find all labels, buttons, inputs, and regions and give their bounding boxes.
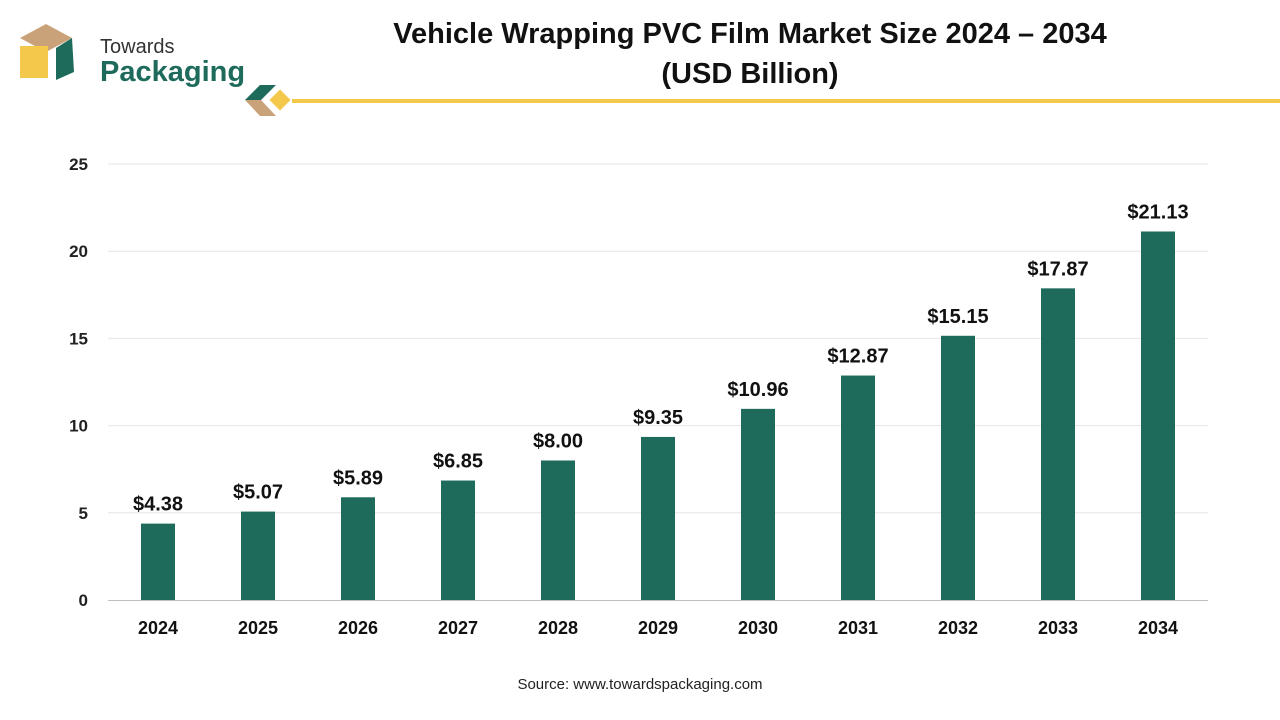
brand-logo: Towards Packaging [16,16,256,88]
chart-title-line1: Vehicle Wrapping PVC Film Market Size 20… [393,18,1107,50]
chart-title-line2: (USD Billion) [661,58,839,90]
x-tick-label: 2029 [638,618,678,638]
bars [141,231,1175,600]
divider-line [292,99,1280,103]
y-axis-ticks: 0 5 10 15 20 25 [69,155,88,610]
x-tick-label: 2034 [1138,618,1178,638]
value-label: $6.85 [433,451,483,473]
value-label: $4.38 [133,494,183,516]
brand-name-line1: Towards [100,36,175,58]
bar-2030 [741,408,775,600]
bar-2024 [141,523,175,600]
value-label: $17.87 [1027,258,1088,280]
value-label: $12.87 [827,346,888,368]
y-tick-label: 20 [69,242,88,261]
value-label: $5.07 [233,482,283,504]
x-tick-label: 2032 [938,618,978,638]
y-tick-label: 15 [69,329,88,348]
brand-name-line2: Packaging [100,56,246,88]
x-tick-label: 2025 [238,618,278,638]
value-label: $9.35 [633,407,683,429]
x-tick-label: 2031 [838,618,878,638]
chart-title: Vehicle Wrapping PVC Film Market Size 20… [300,14,1200,94]
divider-diamond-dark [245,85,276,100]
x-tick-label: 2024 [138,618,178,638]
x-tick-label: 2027 [438,618,478,638]
grid-lines [108,163,1208,514]
y-tick-label: 25 [69,155,88,174]
y-tick-label: 5 [79,504,88,523]
x-axis-ticks: 2024 2025 2026 2027 2028 2029 2030 2031 2032 2033… [138,618,1178,638]
value-label: $21.13 [1127,201,1188,223]
bar-2034 [1141,231,1175,600]
bar-2032 [941,335,975,600]
title-divider [245,85,1280,116]
x-tick-label: 2028 [538,618,578,638]
bar-2028 [541,460,575,600]
x-tick-label: 2026 [338,618,378,638]
divider-diamond-yellow [266,86,294,114]
value-label: $8.00 [533,430,583,452]
x-tick-label: 2033 [1038,618,1078,638]
y-tick-label: 10 [69,417,88,436]
y-tick-label: 0 [79,591,88,610]
bar-2033 [1041,288,1075,600]
x-tick-label: 2030 [738,618,778,638]
value-label: $15.15 [927,306,988,328]
divider-diamond-tan [245,100,276,116]
bar-2029 [641,436,675,600]
value-label: $10.96 [727,379,788,401]
bar-2027 [441,480,475,600]
box-logo-icon [20,24,74,80]
bar-2031 [841,375,875,600]
value-labels: $4.38 $5.07 $5.89 $6.85 $8.00 $9.35 $10.96 $12.… [133,201,1189,515]
bar-2026 [341,497,375,600]
bar-2025 [241,511,275,600]
value-label: $5.89 [333,467,383,489]
source-note: Source: www.towardspackaging.com [517,676,763,693]
